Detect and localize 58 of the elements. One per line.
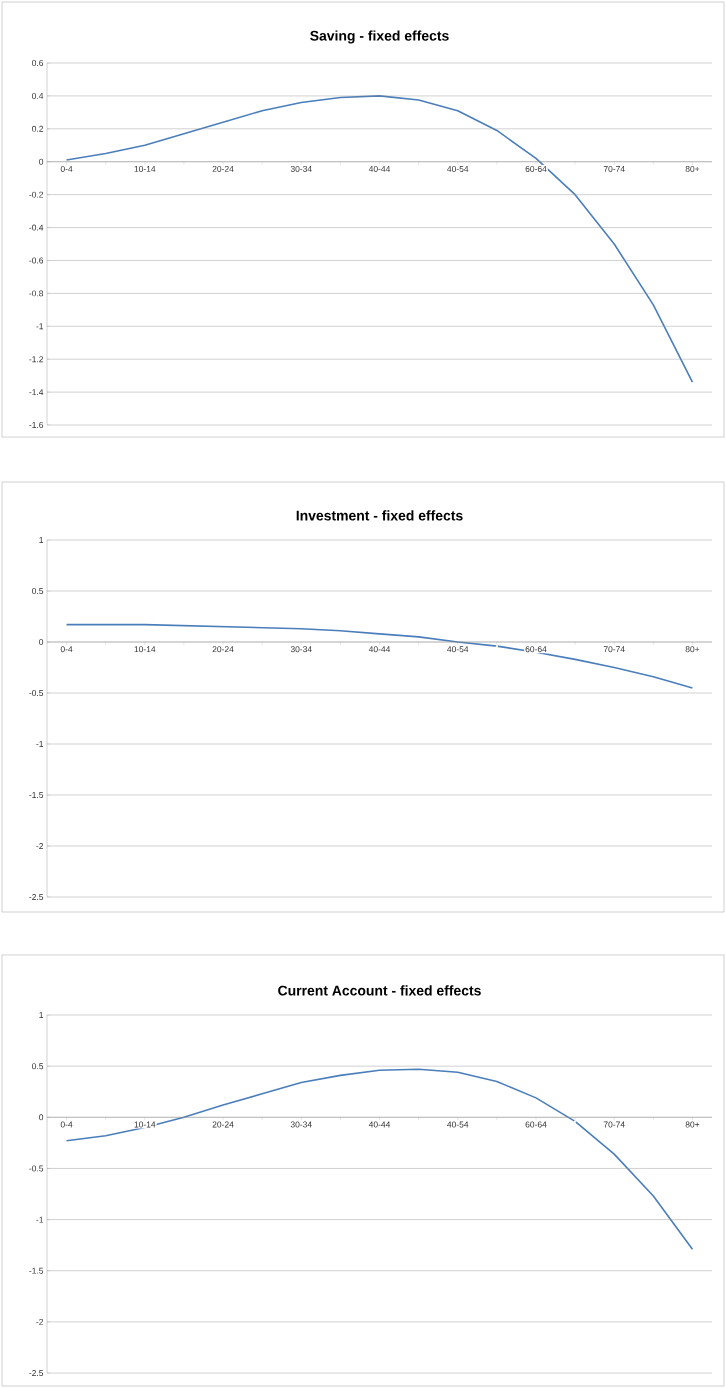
y-tick-label: -1 xyxy=(36,1216,44,1223)
y-tick-label: -1.4 xyxy=(29,389,44,396)
x-tick-label: 80+ xyxy=(685,1121,700,1128)
chart-title: Current Account - fixed effects xyxy=(278,985,481,996)
y-tick-label: -1.5 xyxy=(29,792,44,798)
x-tick-label: 70-74 xyxy=(603,1121,625,1128)
x-tick-label: 20-24 xyxy=(212,165,234,172)
x-tick-label: 30-34 xyxy=(290,646,312,653)
x-tick-label: 40-44 xyxy=(368,1121,391,1128)
y-tick-label: 0.6 xyxy=(32,60,44,66)
y-tick-label: 1 xyxy=(39,537,44,543)
chart-title: Investment - fixed effects xyxy=(296,510,463,521)
y-tick-label: -0.5 xyxy=(29,690,44,696)
x-tick-label: 70-74 xyxy=(603,165,625,172)
y-tick-label: -1.2 xyxy=(29,356,44,363)
y-tick-label: 0 xyxy=(39,158,44,165)
x-tick-label: 80+ xyxy=(685,646,700,653)
x-tick-label: 40-44 xyxy=(368,646,391,653)
x-tick-label: 40-54 xyxy=(447,646,469,653)
x-tick-label: 80+ xyxy=(685,165,700,172)
x-tick-label: 60-64 xyxy=(525,165,547,172)
x-tick-label: 40-54 xyxy=(447,165,469,172)
y-tick-label: 0.2 xyxy=(32,125,44,132)
x-tick-label: 30-34 xyxy=(290,1121,312,1128)
x-tick-label: 40-54 xyxy=(447,1121,469,1128)
y-tick-label: -1 xyxy=(36,741,44,747)
y-tick-label: 0.5 xyxy=(32,1063,44,1070)
y-tick-label: -1 xyxy=(36,323,44,330)
x-tick-label: 0-4 xyxy=(60,1121,73,1128)
y-tick-label: -2.5 xyxy=(29,894,44,901)
x-tick-label: 20-24 xyxy=(212,1121,234,1128)
x-tick-label: 60-64 xyxy=(525,1121,547,1128)
x-tick-label: 20-24 xyxy=(212,646,234,653)
y-tick-label: -0.6 xyxy=(29,257,44,264)
y-tick-label: -2 xyxy=(36,843,44,849)
x-tick-label: 0-4 xyxy=(60,646,73,653)
x-tick-label: 30-34 xyxy=(290,165,312,172)
x-tick-label: 10-14 xyxy=(134,165,156,172)
x-tick-label: 60-64 xyxy=(525,646,547,653)
x-tick-label: 0-4 xyxy=(60,165,73,172)
y-tick-label: -0.5 xyxy=(29,1165,44,1172)
y-tick-label: 0.5 xyxy=(32,588,44,594)
y-tick-label: -2 xyxy=(36,1318,44,1325)
y-tick-label: -0.2 xyxy=(29,191,44,198)
chart-title: Saving - fixed effects xyxy=(310,30,449,44)
y-tick-label: -0.4 xyxy=(29,224,44,231)
y-tick-label: -1.6 xyxy=(29,422,44,428)
x-tick-label: 40-44 xyxy=(368,165,391,172)
x-tick-label: 10-14 xyxy=(134,646,156,653)
y-tick-label: -1.5 xyxy=(29,1267,44,1274)
x-tick-label: 10-14 xyxy=(134,1121,156,1128)
y-tick-label: 0 xyxy=(39,639,44,645)
x-tick-label: 70-74 xyxy=(603,646,625,653)
y-tick-label: 1 xyxy=(39,1012,44,1018)
y-tick-label: 0.4 xyxy=(32,92,44,99)
y-tick-label: -0.8 xyxy=(29,290,44,297)
y-tick-label: -2.5 xyxy=(29,1370,44,1377)
y-tick-label: 0 xyxy=(39,1114,44,1121)
